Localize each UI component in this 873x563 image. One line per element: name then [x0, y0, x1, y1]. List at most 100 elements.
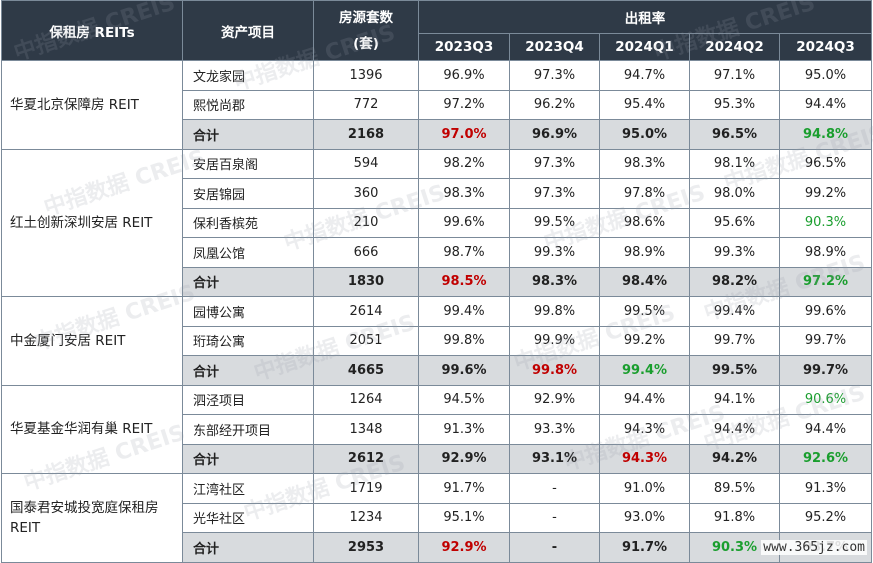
occupancy-rate-cell: 99.7%: [689, 325, 780, 356]
units-header-line1: 房源套数: [339, 9, 393, 26]
total-row: 合计 2612 92.9% 93.1% 94.3% 94.2% 92.6%: [2, 443, 873, 474]
units-cell: 1348: [313, 414, 419, 445]
occupancy-rate-cell: 95.0%: [599, 119, 690, 150]
occupancy-rate-cell: 94.4%: [778, 414, 873, 445]
occupancy-rate-cell: 98.2%: [418, 148, 510, 179]
occupancy-rate-cell: 92.9%: [418, 443, 510, 474]
occupancy-rate-cell: 99.5%: [599, 296, 690, 327]
occupancy-rate-cell: 94.4%: [778, 89, 873, 120]
units-cell: 2953: [313, 532, 419, 563]
occupancy-rate-cell: 98.4%: [599, 266, 690, 297]
total-row: 合计 2168 97.0% 96.9% 95.0% 96.5% 94.8%: [2, 119, 873, 150]
occupancy-rate-cell: 90.3%: [778, 207, 873, 238]
total-label-cell: 合计: [182, 119, 314, 150]
table-body: 华夏北京保障房 REIT 文龙家园 1396 96.9% 97.3% 94.7% 97.1%…: [1, 60, 873, 563]
asset-name-cell: 凤凰公馆: [182, 237, 314, 268]
table-row: 熙悦尚郡 772 97.2% 96.2% 95.4% 95.3% 94.4%: [2, 89, 873, 120]
occupancy-rate-cell: 94.7%: [599, 60, 690, 91]
occupancy-rate-cell: 99.6%: [418, 207, 510, 238]
occupancy-rate-cell: 98.9%: [778, 237, 873, 268]
occupancy-rate-cell: 98.3%: [509, 266, 600, 297]
occupancy-rate-cell: 97.1%: [689, 60, 780, 91]
table-row: 安居锦园 360 98.3% 97.3% 97.8% 98.0% 99.2%: [2, 178, 873, 209]
occupancy-rate-cell: 96.9%: [509, 119, 600, 150]
asset-name-cell: 泗泾项目: [182, 384, 314, 415]
occupancy-rate-cell: 92.9%: [509, 384, 600, 415]
fund-name-cell: 华夏基金华润有巢 REIT: [1, 384, 183, 474]
occupancy-rate-cell: 99.8%: [509, 355, 600, 386]
fund-name-cell: 华夏北京保障房 REIT: [1, 60, 183, 150]
units-cell: 360: [313, 178, 419, 209]
quarter-header: 2024Q2: [689, 33, 780, 61]
occupancy-rate-cell: -: [509, 532, 600, 563]
occupancy-rate-cell: 98.3%: [418, 178, 510, 209]
occupancy-rate-cell: 96.5%: [778, 148, 873, 179]
occupancy-rate-cell: -: [509, 502, 600, 533]
occupancy-rate-cell: 97.3%: [509, 60, 600, 91]
occupancy-rate-cell: 98.2%: [689, 266, 780, 297]
occupancy-rate-cell: 95.6%: [689, 207, 780, 238]
occupancy-rate-cell: 99.4%: [599, 355, 690, 386]
occupancy-rate-cell: 89.5%: [689, 473, 780, 504]
occupancy-rate-cell: 94.4%: [599, 384, 690, 415]
table-row: 华夏基金华润有巢 REIT 泗泾项目 1264 94.5% 92.9% 94.4% 94.1…: [1, 384, 873, 474]
occupancy-rate-cell: 99.3%: [689, 237, 780, 268]
asset-name-cell: 园博公寓: [182, 296, 314, 327]
asset-name-cell: 东部经开项目: [182, 414, 314, 445]
table-row: 凤凰公馆 666 98.7% 99.3% 98.9% 99.3% 98.9%: [2, 237, 873, 268]
occupancy-rate-cell: 99.5%: [509, 207, 600, 238]
units-cell: 1830: [313, 266, 419, 297]
occupancy-rate-cell: 93.1%: [509, 443, 600, 474]
occupancy-rate-cell: 91.3%: [418, 414, 510, 445]
occupancy-rate-cell: 98.3%: [599, 148, 690, 179]
asset-name-cell: 江湾社区: [182, 473, 314, 504]
units-cell: 594: [313, 148, 419, 179]
units-header-line2: (套): [353, 35, 379, 52]
occupancy-rate-cell: 99.4%: [418, 296, 510, 327]
units-cell: 2614: [313, 296, 419, 327]
table-row: 华夏北京保障房 REIT 文龙家园 1396 96.9% 97.3% 94.7% 97.1%…: [1, 60, 873, 150]
occupancy-rate-cell: -: [509, 473, 600, 504]
occupancy-rate-cell: 99.6%: [418, 355, 510, 386]
occupancy-rate-cell: 98.7%: [418, 237, 510, 268]
occupancy-rate-cell: 99.9%: [509, 325, 600, 356]
asset-name-cell: 保利香槟苑: [182, 207, 314, 238]
occupancy-rate-cell: 95.4%: [599, 89, 690, 120]
total-label-cell: 合计: [182, 266, 314, 297]
occupancy-rate-cell: 94.3%: [599, 414, 690, 445]
units-cell: 4665: [313, 355, 419, 386]
units-cell: 1264: [313, 384, 419, 415]
fund-name-cell: 中金厦门安居 REIT: [1, 296, 183, 386]
occupancy-rate-cell: 97.3%: [509, 148, 600, 179]
table-row: 珩琦公寓 2051 99.8% 99.9% 99.2% 99.7% 99.7%: [2, 325, 873, 356]
occupancy-rate-cell: 99.6%: [778, 296, 873, 327]
units-cell: 1396: [313, 60, 419, 91]
fund-name-cell: 国泰君安城投宽庭保租房 REIT: [1, 473, 183, 563]
units-cell: 1234: [313, 502, 419, 533]
occupancy-rate-cell: 98.0%: [689, 178, 780, 209]
total-label-cell: 合计: [182, 355, 314, 386]
quarter-header: 2024Q3: [778, 33, 873, 61]
asset-name-cell: 文龙家园: [182, 60, 314, 91]
asset-name-cell: 光华社区: [182, 502, 314, 533]
table-row: 红土创新深圳安居 REIT 安居百泉阁 594 98.2% 97.3% 98.3% 98.1…: [1, 148, 873, 297]
table-row: 保利香槟苑 210 99.6% 99.5% 98.6% 95.6% 90.3%: [2, 207, 873, 238]
occupancy-rate-cell: 96.9%: [418, 60, 510, 91]
quarter-header: 2023Q4: [509, 33, 600, 61]
occupancy-rate-cell: 91.0%: [599, 473, 690, 504]
occupancy-rate-cell: 99.2%: [778, 178, 873, 209]
occupancy-rate-cell: 95.3%: [689, 89, 780, 120]
quarter-header-row: 2023Q3 2023Q4 2024Q1 2024Q2 2024Q3: [2, 33, 873, 61]
occupancy-rate-cell: 97.8%: [599, 178, 690, 209]
units-cell: 2051: [313, 325, 419, 356]
units-cell: 2612: [313, 443, 419, 474]
occupancy-rate-cell: 98.1%: [689, 148, 780, 179]
occupancy-rate-cell: 91.8%: [689, 502, 780, 533]
table-row: 光华社区 1234 95.1% -93.0% 91.8% 95.2%: [2, 502, 873, 533]
occupancy-rate-cell: 95.0%: [778, 60, 873, 91]
total-row: 合计 4665 99.6% 99.8% 99.4% 99.5% 99.7%: [2, 355, 873, 386]
occupancy-rate-cell: 96.2%: [509, 89, 600, 120]
table-row: 中金厦门安居 REIT 园博公寓 2614 99.4% 99.8% 99.5% 99.4% 9…: [1, 296, 873, 386]
